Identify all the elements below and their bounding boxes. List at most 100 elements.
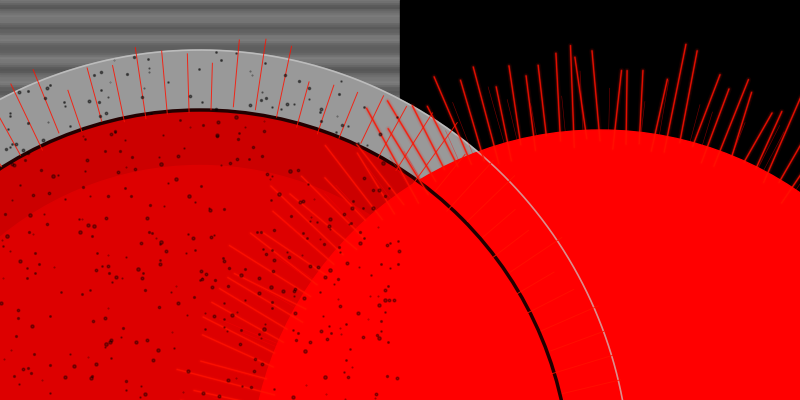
- Bar: [0, 97, 400, 98]
- Bar: [0, 121, 400, 122]
- Bar: [0, 141, 400, 142]
- Bar: [0, 137, 400, 138]
- Bar: [0, 203, 400, 204]
- Bar: [0, 37, 400, 38]
- Bar: [0, 25, 400, 26]
- Bar: [0, 19, 400, 20]
- Bar: [0, 295, 400, 296]
- Bar: [0, 301, 400, 302]
- Bar: [0, 187, 400, 188]
- Bar: [0, 207, 400, 208]
- Bar: [0, 27, 400, 28]
- Bar: [0, 41, 400, 42]
- Bar: [0, 47, 400, 48]
- Bar: [0, 213, 400, 214]
- Bar: [0, 267, 400, 268]
- Bar: [0, 383, 400, 384]
- Bar: [0, 53, 400, 54]
- Bar: [0, 111, 400, 112]
- Bar: [0, 317, 400, 318]
- Bar: [0, 105, 400, 106]
- Bar: [0, 327, 400, 328]
- Bar: [0, 201, 400, 202]
- Bar: [0, 389, 400, 390]
- Bar: [0, 139, 400, 140]
- Bar: [0, 91, 400, 92]
- Bar: [0, 367, 400, 368]
- Bar: [0, 171, 400, 172]
- Bar: [0, 385, 400, 386]
- Bar: [0, 269, 400, 270]
- Bar: [0, 245, 400, 246]
- Bar: [0, 287, 400, 288]
- Bar: [0, 129, 400, 130]
- Bar: [0, 75, 400, 76]
- Bar: [0, 151, 400, 152]
- Bar: [0, 329, 400, 330]
- Bar: [0, 131, 400, 132]
- Bar: [0, 29, 400, 30]
- Bar: [0, 11, 400, 12]
- Bar: [0, 57, 400, 58]
- Bar: [0, 87, 400, 88]
- Bar: [0, 125, 400, 126]
- Bar: [0, 349, 400, 350]
- Bar: [0, 229, 400, 230]
- Bar: [0, 173, 400, 174]
- Bar: [0, 55, 400, 56]
- Bar: [0, 315, 400, 316]
- Bar: [0, 271, 400, 272]
- Bar: [400, 0, 800, 400]
- Bar: [0, 263, 400, 264]
- Bar: [0, 33, 400, 34]
- Bar: [0, 159, 400, 160]
- Bar: [0, 331, 400, 332]
- Bar: [0, 113, 400, 114]
- Bar: [0, 149, 400, 150]
- Bar: [0, 185, 400, 186]
- Bar: [0, 65, 400, 66]
- Bar: [0, 127, 400, 128]
- Bar: [0, 255, 400, 256]
- Bar: [0, 123, 400, 124]
- Bar: [0, 393, 400, 394]
- Bar: [0, 275, 400, 276]
- Circle shape: [250, 130, 800, 400]
- Bar: [0, 239, 400, 240]
- Bar: [0, 109, 400, 110]
- Bar: [0, 399, 400, 400]
- Bar: [0, 191, 400, 192]
- Bar: [0, 167, 400, 168]
- Bar: [0, 361, 400, 362]
- Bar: [0, 325, 400, 326]
- Bar: [0, 99, 400, 100]
- Bar: [0, 143, 400, 144]
- Bar: [0, 3, 400, 4]
- Bar: [0, 273, 400, 274]
- Bar: [0, 343, 400, 344]
- Bar: [0, 9, 400, 10]
- Bar: [0, 291, 400, 292]
- Bar: [0, 251, 400, 252]
- Bar: [0, 211, 400, 212]
- Bar: [0, 95, 400, 96]
- Bar: [0, 153, 400, 154]
- Bar: [0, 189, 400, 190]
- Bar: [0, 163, 400, 164]
- Bar: [0, 0, 400, 400]
- Bar: [0, 59, 400, 60]
- Bar: [0, 321, 400, 322]
- Bar: [0, 345, 400, 346]
- Bar: [0, 231, 400, 232]
- Circle shape: [0, 50, 630, 400]
- Bar: [0, 115, 400, 116]
- Bar: [0, 13, 400, 14]
- Bar: [0, 243, 400, 244]
- Bar: [0, 49, 400, 50]
- Bar: [0, 257, 400, 258]
- Bar: [0, 303, 400, 304]
- Bar: [0, 347, 400, 348]
- Bar: [0, 107, 400, 108]
- Bar: [0, 205, 400, 206]
- Bar: [0, 197, 400, 198]
